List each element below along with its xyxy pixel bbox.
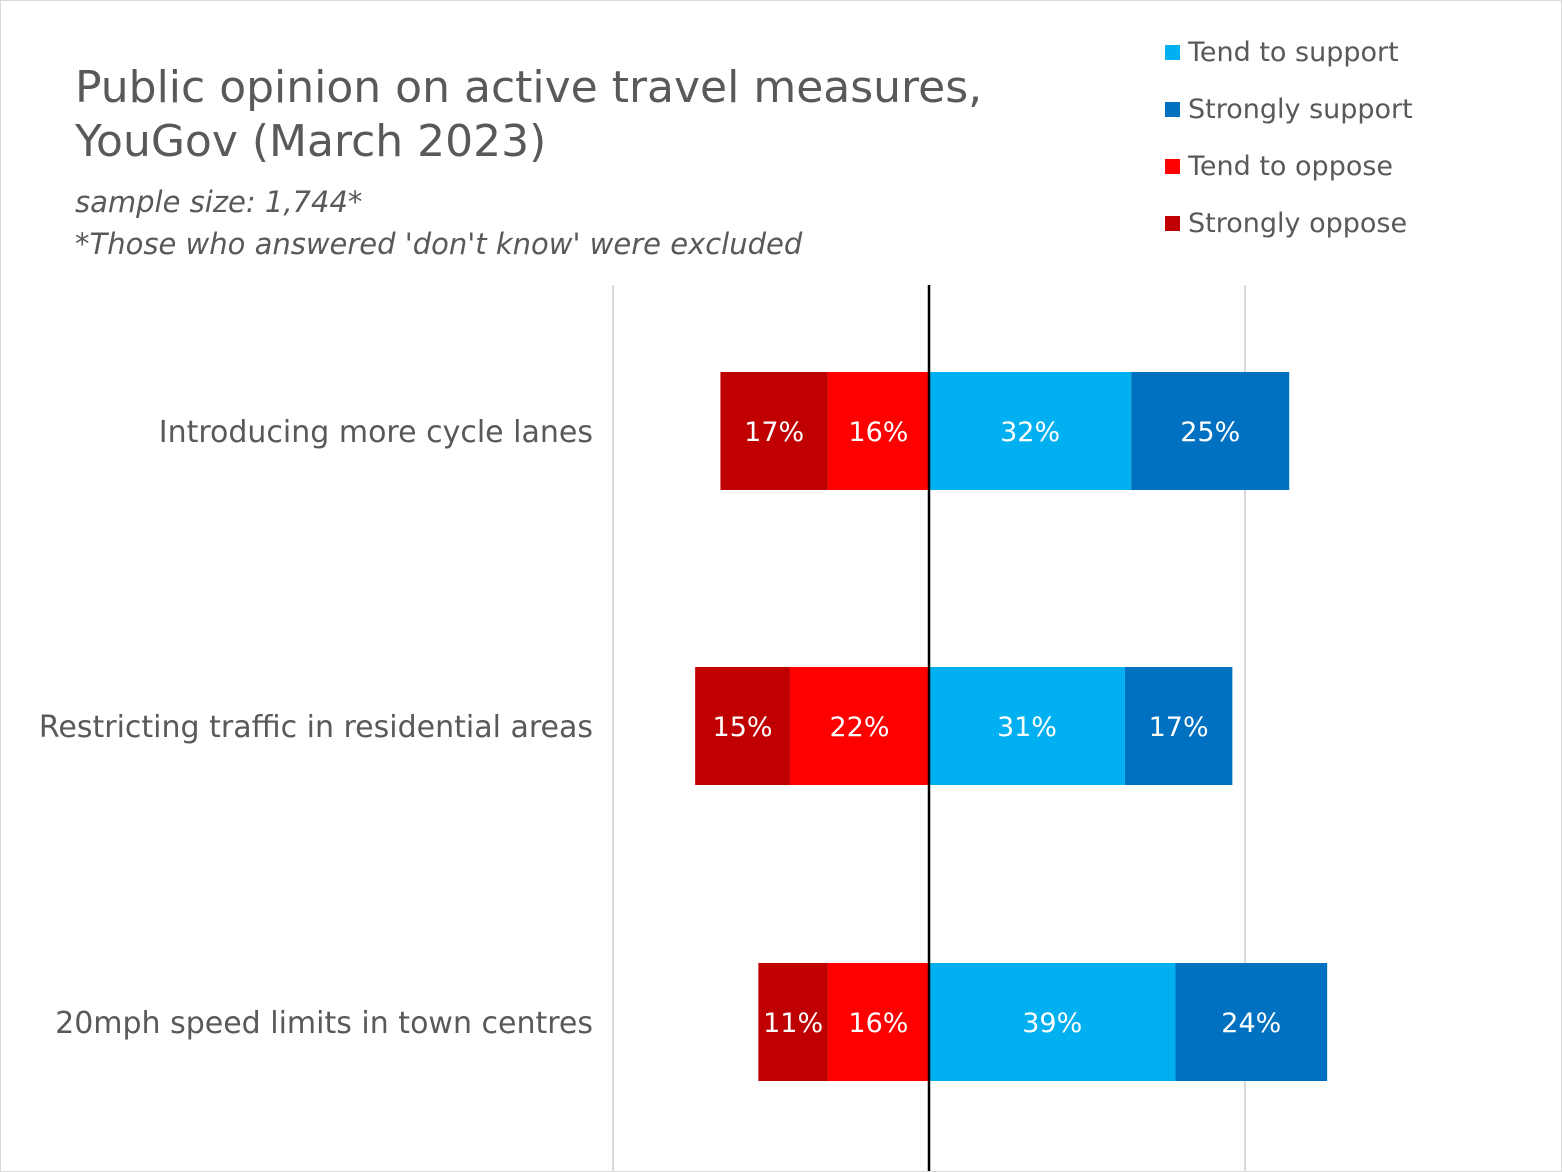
bar-tend-to-support — [929, 372, 1132, 490]
data-label-strongly-oppose: 15% — [713, 712, 773, 743]
category-label-20mph-speed-limits-in-town-centres: 20mph speed limits in town centres — [55, 1006, 593, 1041]
bar-tend-to-support — [929, 667, 1125, 785]
legend-label-strongly-oppose: Strongly oppose — [1188, 208, 1408, 239]
bar-strongly-oppose — [695, 667, 790, 785]
bar-tend-to-oppose — [827, 963, 929, 1081]
data-label-tend-to-support: 31% — [997, 712, 1057, 743]
bar-strongly-support — [1175, 963, 1328, 1081]
bar-tend-to-oppose — [789, 667, 929, 785]
legend-swatch-strongly-support — [1165, 102, 1180, 117]
bar-strongly-oppose — [720, 372, 828, 490]
data-label-tend-to-oppose: 16% — [848, 1008, 908, 1039]
data-label-tend-to-oppose: 16% — [848, 417, 908, 448]
bar-strongly-oppose — [758, 963, 828, 1081]
data-label-tend-to-support: 32% — [1000, 417, 1060, 448]
bar-strongly-support — [1131, 372, 1290, 490]
data-label-strongly-support: 17% — [1149, 712, 1209, 743]
legend-label-tend-to-oppose: Tend to oppose — [1188, 151, 1394, 182]
legend-swatch-tend-to-support — [1165, 45, 1180, 60]
legend-swatch-tend-to-oppose — [1165, 159, 1180, 174]
chart-subtitle: sample size: 1,744* — [75, 185, 363, 219]
data-label-tend-to-support: 39% — [1022, 1008, 1082, 1039]
data-label-tend-to-oppose: 22% — [829, 712, 889, 743]
bar-tend-to-support — [929, 963, 1176, 1081]
data-label-strongly-support: 25% — [1180, 417, 1240, 448]
bar-tend-to-oppose — [827, 372, 929, 490]
data-label-strongly-support: 24% — [1221, 1008, 1281, 1039]
category-label-restricting-traffic-in-residential-areas: Restricting traffic in residential areas — [39, 710, 593, 745]
data-label-strongly-oppose: 11% — [763, 1008, 823, 1039]
legend-label-strongly-support: Strongly support — [1188, 94, 1413, 125]
data-label-strongly-oppose: 17% — [744, 417, 804, 448]
legend-swatch-strongly-oppose — [1165, 216, 1180, 231]
chart-note: *Those who answered 'don't know' were ex… — [75, 227, 803, 261]
category-label-introducing-more-cycle-lanes: Introducing more cycle lanes — [159, 415, 593, 450]
legend-label-tend-to-support: Tend to support — [1188, 37, 1399, 68]
bar-strongly-support — [1124, 667, 1233, 785]
chart-title: Public opinion on active travel measures… — [75, 62, 983, 167]
